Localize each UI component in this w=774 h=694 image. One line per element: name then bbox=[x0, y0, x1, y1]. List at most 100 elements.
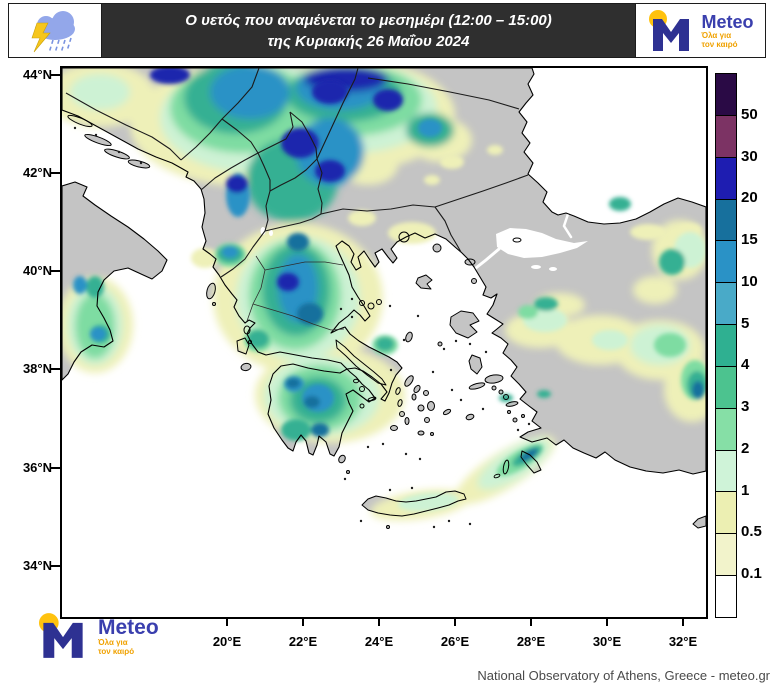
meteo-logo-box: Meteo Όλα για τον καιρό bbox=[635, 4, 765, 57]
precipitation-cell bbox=[281, 419, 311, 441]
colorbar-segment bbox=[716, 450, 736, 493]
lon-label: 32°E bbox=[668, 634, 698, 649]
precipitation-cell bbox=[297, 303, 323, 325]
precipitation-cell bbox=[348, 210, 376, 226]
precipitation-cell bbox=[210, 65, 290, 119]
precipitation-cell bbox=[692, 381, 704, 399]
precipitation-cell bbox=[659, 249, 685, 275]
colorbar-label: 2 bbox=[741, 439, 750, 457]
lon-tick bbox=[682, 617, 684, 626]
precipitation-cell bbox=[499, 394, 513, 402]
meteo-logo-footer: Meteo Όλα για τον καιρό bbox=[34, 612, 159, 660]
map-plot-area bbox=[45, 60, 720, 619]
precipitation-cell bbox=[75, 293, 115, 359]
precipitation-cell bbox=[609, 197, 631, 211]
title-line-2: της Κυριακής 26 Μαΐου 2024 bbox=[267, 32, 470, 50]
colorbar-segment bbox=[716, 325, 736, 367]
precipitation-cell bbox=[226, 175, 248, 193]
lat-tick bbox=[50, 172, 60, 174]
lon-tick bbox=[606, 617, 608, 626]
precipitation-cell bbox=[286, 378, 300, 388]
precipitation-cell bbox=[440, 155, 464, 169]
colorbar-label: 3 bbox=[741, 398, 750, 416]
lon-tick bbox=[226, 617, 228, 626]
colorbar-segment bbox=[716, 115, 736, 158]
colorbar-label: 0.1 bbox=[741, 565, 762, 583]
precipitation-cell bbox=[70, 74, 130, 110]
precipitation-cell bbox=[311, 423, 329, 437]
precipitation-layer-cores bbox=[73, 66, 709, 512]
lon-label: 28°E bbox=[516, 634, 546, 649]
precipitation-cell bbox=[592, 330, 628, 350]
precipitation-cell bbox=[73, 276, 87, 294]
colorbar-segment bbox=[716, 199, 736, 242]
lat-tick bbox=[50, 565, 60, 567]
lon-tick bbox=[530, 617, 532, 626]
precipitation-cell bbox=[150, 66, 190, 84]
colorbar-segment bbox=[716, 74, 736, 116]
precipitation-cell bbox=[222, 246, 238, 258]
lat-tick bbox=[50, 467, 60, 469]
colorbar-label: 20 bbox=[741, 189, 758, 207]
lon-label: 30°E bbox=[592, 634, 622, 649]
colorbar-label: 4 bbox=[741, 356, 750, 374]
precipitation-cell bbox=[304, 396, 320, 408]
colorbar-segment bbox=[716, 157, 736, 200]
lon-label: 22°E bbox=[288, 634, 318, 649]
precipitation-cell bbox=[247, 330, 269, 348]
precipitation-cell bbox=[277, 273, 299, 291]
precipitation-cell bbox=[537, 390, 551, 398]
meteo-tagline-1: Όλα για bbox=[701, 30, 732, 40]
lon-tick bbox=[378, 617, 380, 626]
precipitation-cell bbox=[287, 233, 309, 251]
lon-tick bbox=[454, 617, 456, 626]
lon-label: 24°E bbox=[364, 634, 394, 649]
lon-label: 20°E bbox=[212, 634, 242, 649]
lon-tick bbox=[302, 617, 304, 626]
meteo-m-icon bbox=[39, 613, 83, 658]
precipitation-cell bbox=[90, 327, 106, 341]
meteo-tagline-1: Όλα για bbox=[98, 637, 128, 647]
precipitation-cell bbox=[86, 276, 104, 298]
storm-icon bbox=[31, 10, 75, 53]
lat-tick bbox=[50, 368, 60, 370]
precipitation-cell bbox=[654, 333, 686, 357]
precipitation-cell bbox=[373, 89, 403, 111]
islet-dots bbox=[73, 126, 531, 529]
precipitation-cell bbox=[534, 297, 558, 311]
colorbar-segment bbox=[716, 241, 736, 284]
lon-label: 26°E bbox=[440, 634, 470, 649]
header-bar: Ο υετός που αναμένεται το μεσημέρι (12:0… bbox=[8, 3, 766, 58]
attribution-text: National Observatory of Athens, Greece -… bbox=[477, 668, 770, 683]
meteo-logo-text: Meteo bbox=[98, 615, 159, 639]
colorbar-label: 1 bbox=[741, 481, 750, 499]
storm-icon-box bbox=[9, 4, 102, 57]
precipitation-cell bbox=[424, 175, 440, 185]
lat-label: 42°N bbox=[22, 165, 52, 180]
lat-label: 36°N bbox=[22, 460, 52, 475]
lat-tick bbox=[50, 74, 60, 76]
colorbar-segment bbox=[716, 534, 736, 577]
precipitation-cell bbox=[518, 305, 538, 319]
colorbar-segment bbox=[716, 492, 736, 535]
precipitation-cell bbox=[315, 160, 345, 182]
lat-tick bbox=[50, 270, 60, 272]
colorbar-label: 0.5 bbox=[741, 523, 762, 541]
meteo-m-icon bbox=[649, 9, 690, 51]
title-line-1: Ο υετός που αναμένεται το μεσημέρι (12:0… bbox=[185, 11, 552, 29]
colorbar-label: 50 bbox=[741, 105, 758, 123]
lat-label: 40°N bbox=[22, 263, 52, 278]
precipitation-cell bbox=[630, 224, 666, 240]
colorbar-label: 10 bbox=[741, 272, 758, 290]
colorbar-label: 5 bbox=[741, 314, 750, 332]
meteo-tagline-2: τον καιρό bbox=[701, 39, 738, 49]
meteo-tagline-2: τον καιρό bbox=[98, 646, 135, 656]
colorbar-segment bbox=[716, 408, 736, 451]
precipitation-cell bbox=[633, 276, 677, 304]
precipitation-map bbox=[45, 60, 720, 617]
precipitation-cell bbox=[191, 248, 219, 268]
meteo-logo: Meteo Όλα για τον καιρό bbox=[647, 9, 754, 53]
precipitation-cell bbox=[418, 119, 442, 137]
lat-label: 44°N bbox=[22, 67, 52, 82]
